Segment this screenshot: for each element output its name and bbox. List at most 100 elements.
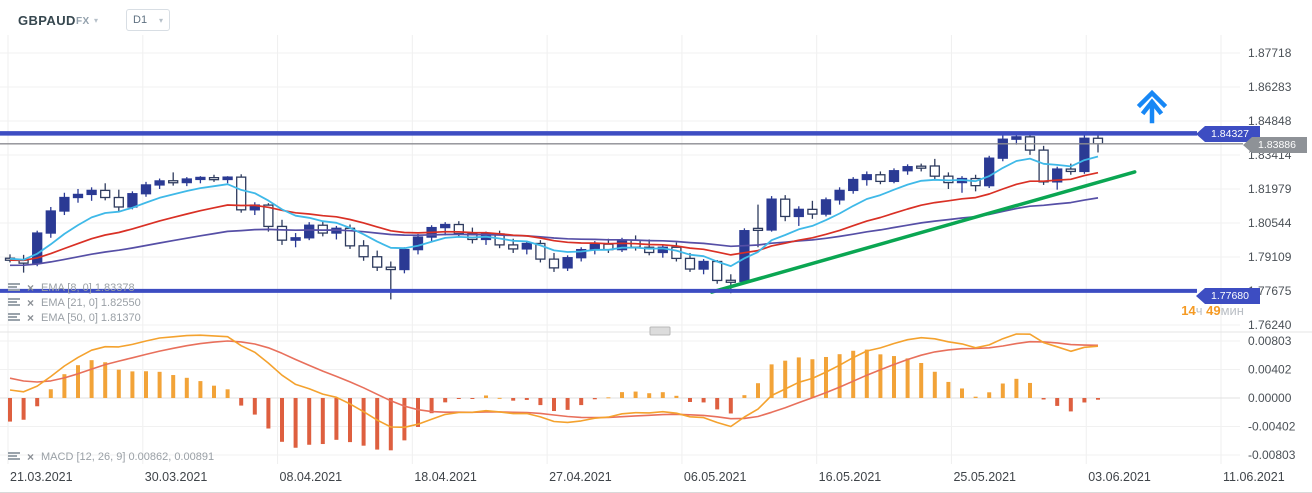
candle-bull: [426, 225, 437, 242]
macd-histogram-bar: [1000, 383, 1005, 398]
candle-bear: [548, 252, 560, 272]
price-tick-label: 1.81979: [1248, 182, 1292, 196]
countdown-minutes-unit: мин: [1220, 303, 1244, 318]
candle-bull: [1052, 166, 1063, 190]
macd-tick-label: -0.00402: [1248, 420, 1296, 434]
candle-bull: [222, 176, 233, 184]
macd-histogram-bar: [946, 381, 951, 398]
macd-histogram-bar: [796, 357, 801, 398]
candle-bull: [698, 259, 709, 275]
macd-histogram-bar: [293, 398, 298, 448]
macd-histogram-bar: [960, 388, 964, 398]
candle-bear: [168, 172, 179, 186]
macd-histogram-bar: [987, 392, 992, 398]
indicator-settings-icon[interactable]: [8, 283, 21, 292]
candle-bull: [399, 247, 410, 274]
trendline[interactable]: [710, 170, 1137, 294]
macd-histogram-bar: [592, 398, 597, 400]
candle-bull: [412, 233, 424, 255]
macd-tick-label: 0.00402: [1248, 363, 1292, 377]
macd-line[interactable]: [9, 333, 1099, 429]
candle-bull: [59, 192, 70, 216]
indicator-row-ema50: × EMA [50, 0] 1.81370: [8, 311, 141, 324]
date-tick-label: 30.03.2021: [145, 470, 208, 484]
macd-histogram-bar: [62, 374, 67, 398]
candle-bull: [181, 177, 192, 187]
candle-bull: [195, 176, 206, 184]
candle-bear: [712, 260, 723, 284]
macd-histogram-bar: [701, 398, 706, 403]
macd-histogram-bar: [89, 360, 94, 398]
candle-bear: [780, 195, 791, 222]
indicator-row-macd: × MACD [12, 26, 9] 0.00862, 0.00891: [8, 450, 214, 463]
indicator-close-icon[interactable]: ×: [27, 449, 35, 464]
indicator-row-ema8: × EMA [8, 0] 1.83378: [8, 281, 135, 294]
candle-bear: [236, 174, 247, 213]
countdown-hours: 14: [1181, 303, 1196, 318]
macd-histogram-bar: [198, 381, 203, 398]
indicator-label: MACD [12, 26, 9] 0.00862, 0.00891: [41, 450, 215, 463]
candle-bull: [1079, 134, 1090, 174]
macd-histogram-bar: [388, 398, 393, 451]
candle-bull: [766, 196, 777, 232]
candle-bull: [440, 222, 451, 236]
candle-bear: [916, 163, 927, 172]
ema21-line[interactable]: [9, 171, 1099, 262]
macd-histogram-bar: [538, 398, 543, 406]
macd-histogram-bar: [1096, 398, 1100, 400]
macd-histogram-bar: [184, 377, 189, 398]
candle-bull: [793, 206, 804, 226]
candle-bull: [820, 197, 832, 217]
resistance-price-badge[interactable]: 1.84327: [1196, 126, 1260, 142]
candle-bear: [875, 171, 886, 185]
indicator-close-icon[interactable]: ×: [27, 295, 35, 310]
candle-bull: [331, 225, 342, 240]
macd-histogram-bar: [1055, 398, 1060, 406]
macd-histogram-bar: [511, 398, 516, 401]
support-price-badge[interactable]: 1.77680: [1196, 288, 1260, 304]
up-arrow-icon[interactable]: [1136, 89, 1168, 124]
macd-tick-label: 0.00803: [1248, 334, 1292, 348]
macd-histogram-bar: [320, 398, 325, 445]
market-caret-icon[interactable]: ▾: [94, 16, 99, 25]
candle-bear: [372, 250, 383, 271]
macd-histogram-bar: [783, 360, 788, 398]
candle-bull: [45, 206, 56, 238]
candle-bear: [358, 240, 369, 261]
candle-bull: [86, 187, 97, 201]
candle-bull: [32, 230, 43, 267]
market-label[interactable]: FX: [76, 16, 90, 27]
macd-signal-line[interactable]: [9, 340, 1099, 420]
macd-histogram-bar: [252, 398, 257, 415]
candle-countdown: 14ч 49мин: [1146, 303, 1244, 318]
macd-histogram-bar: [266, 398, 271, 429]
pane-divider-handle[interactable]: [649, 326, 671, 336]
candle-bull: [1011, 133, 1022, 145]
ema8-line[interactable]: [9, 155, 1099, 268]
indicator-close-icon[interactable]: ×: [27, 280, 35, 295]
macd-histogram-bar: [171, 375, 176, 398]
macd-histogram-bar: [416, 398, 420, 427]
ema50-line[interactable]: [9, 197, 1099, 267]
timeframe-dropdown[interactable]: D1 ▾: [126, 9, 170, 31]
date-tick-label: 16.05.2021: [819, 470, 882, 484]
indicator-settings-icon[interactable]: [8, 313, 21, 322]
macd-histogram-bar: [429, 398, 434, 414]
macd-histogram-bar: [864, 349, 869, 398]
macd-histogram-bar: [116, 369, 121, 398]
symbol-label[interactable]: GBPAUD: [18, 13, 76, 28]
candle-bear: [1038, 145, 1049, 185]
candle-bull: [562, 255, 573, 271]
indicator-settings-icon[interactable]: [8, 298, 21, 307]
macd-histogram-bar: [756, 383, 760, 398]
macd-histogram-bar: [1082, 398, 1087, 403]
indicator-settings-icon[interactable]: [8, 452, 21, 461]
macd-histogram-bar: [307, 398, 312, 445]
date-tick-label: 21.03.2021: [10, 470, 73, 484]
macd-histogram-bar: [851, 350, 856, 398]
candle-bull: [304, 222, 315, 241]
price-tick-label: 1.79109: [1248, 250, 1292, 264]
indicator-close-icon[interactable]: ×: [27, 310, 35, 325]
candle-bull: [956, 176, 968, 193]
